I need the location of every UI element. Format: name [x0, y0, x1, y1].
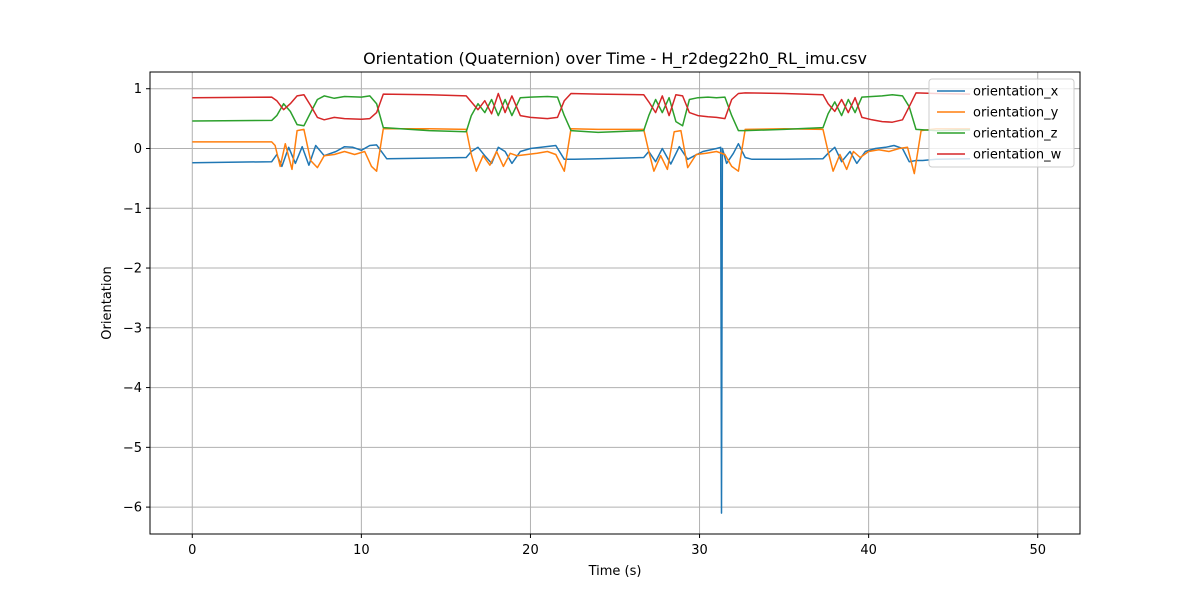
y-axis-label: Orientation: [100, 266, 115, 339]
y-tick-label: 0: [134, 142, 142, 157]
y-tick-label: −3: [123, 321, 142, 336]
y-tick-label: −6: [123, 501, 142, 516]
series-line-orientation-z: [192, 93, 971, 134]
series-line-orientation-x: [192, 142, 971, 514]
plot-area: [192, 92, 971, 514]
legend-label: orientation_x: [973, 85, 1059, 100]
series-line-orientation-w: [192, 92, 971, 123]
legend: orientation_x orientation_y orientation_zo…: [928, 78, 1075, 168]
x-tick-label: 0: [188, 543, 196, 558]
y-tick-label: −4: [123, 381, 142, 396]
legend-box: [928, 78, 1075, 168]
x-axis-label: Time (s): [588, 564, 642, 579]
x-tick-label: 30: [691, 543, 708, 558]
axes-frame: [149, 71, 1081, 535]
x-tick-label: 40: [860, 543, 877, 558]
y-tick-label: −5: [123, 441, 142, 456]
legend-label: orientation_z: [973, 127, 1058, 142]
y-tick-label: −1: [123, 202, 142, 217]
legend-label: orientation_y: [973, 106, 1059, 121]
x-tick-label: 50: [1029, 543, 1046, 558]
y-tick-label: 1: [134, 82, 142, 97]
x-tick-label: 10: [353, 543, 370, 558]
x-tick-label: 20: [522, 543, 539, 558]
chart-title: Orientation (Quaternion) over Time - H_r…: [363, 49, 867, 69]
legend-label: orientation_w: [973, 148, 1062, 163]
y-tick-label: −2: [123, 262, 142, 277]
